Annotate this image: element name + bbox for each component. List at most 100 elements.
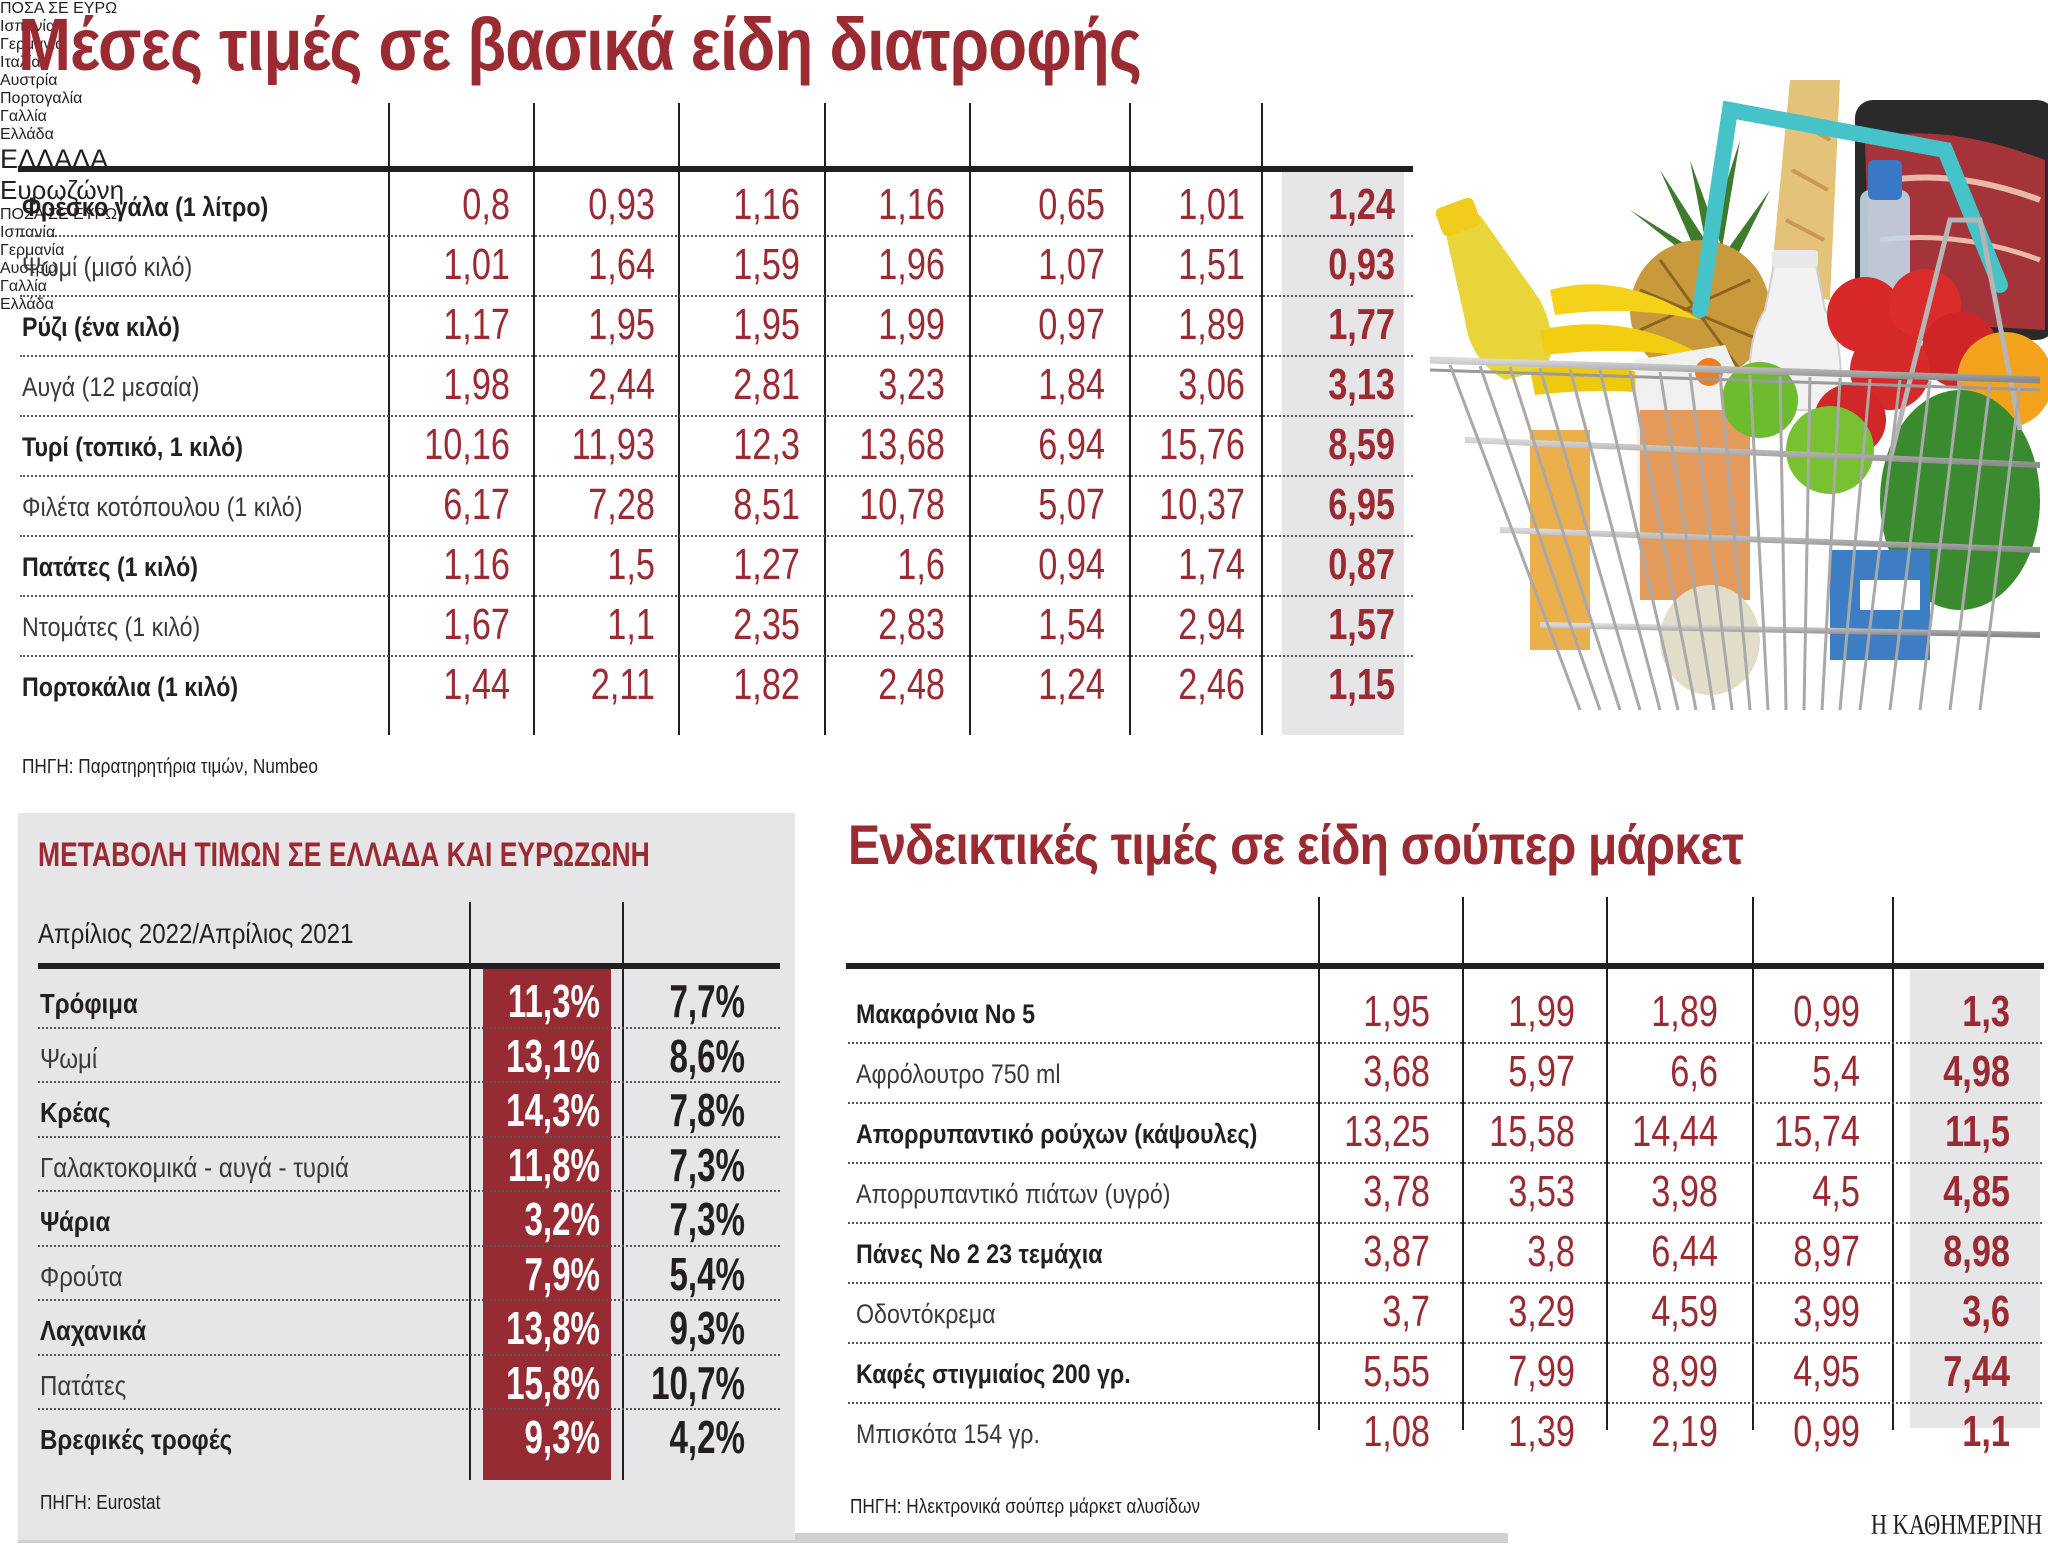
price-cell: 14,44 [1632, 1107, 1718, 1156]
price-cell: 1,16 [733, 180, 800, 229]
row-label: Πατάτες [40, 1369, 127, 1401]
row-label: Βρεφικές τροφές [40, 1424, 233, 1455]
price-cell: 0,8 [462, 180, 510, 229]
price-cell: 1,54 [1038, 600, 1105, 649]
row-separator [20, 355, 1413, 357]
price-cell: 6,17 [443, 480, 510, 529]
price-cell: 1,95 [733, 300, 800, 349]
price-cell: 1,82 [733, 660, 800, 709]
price-cell: 0,93 [588, 180, 655, 229]
row-separator [38, 1135, 780, 1138]
row-label: Απορρυπαντικό ρούχων (κάψουλες) [856, 1119, 1258, 1149]
row-label: Φρούτα [40, 1260, 123, 1292]
price-cell: 2,81 [733, 360, 800, 409]
price-cell: 4,95 [1793, 1347, 1860, 1396]
row-separator [38, 1244, 780, 1247]
price-cell: 1,6 [897, 540, 945, 589]
food-prices-table: ΠΟΣΑ ΣΕ ΕΥΡΩ Ισπανία Γερμανία Ιταλία Αυσ… [0, 0, 2048, 778]
col-header-italy: Ιταλία [0, 54, 41, 71]
col-header-france: Γαλλία [0, 278, 47, 295]
greece-column-highlight [1910, 970, 2040, 1428]
greece-change-cell: 13,1% [506, 1029, 600, 1082]
price-cell: 10,78 [859, 480, 945, 529]
row-label: Τυρί (τοπικό, 1 κιλό) [22, 432, 244, 462]
eurozone-change-cell: 7,3% [669, 1193, 745, 1245]
price-cell: 1,89 [1178, 300, 1245, 349]
eurozone-change-cell: 4,2% [669, 1411, 745, 1463]
col-header-greece: Ελλάδα [0, 126, 54, 143]
price-cell: 1,1 [607, 600, 655, 649]
price-cell: 1,57 [1328, 600, 1395, 649]
price-cell: 15,74 [1774, 1107, 1860, 1156]
price-cell: 4,59 [1651, 1287, 1718, 1336]
supermarket-source: ΠΗΓΗ: Ηλεκτρονικά σούπερ μάρκετ αλυσίδων [850, 1496, 1201, 1518]
price-cell: 3,7 [1382, 1287, 1430, 1336]
price-cell: 1,16 [443, 540, 510, 589]
price-cell: 0,65 [1038, 180, 1105, 229]
supermarket-prices-table: ΠΟΣΑ ΣΕ ΕΥΡΩ Ισπανία Γερμανία Αυστρία Γα… [0, 206, 2048, 1518]
price-cell: 3,06 [1178, 360, 1245, 409]
price-cell: 1,64 [588, 240, 655, 289]
price-cell: 5,4 [1812, 1047, 1860, 1096]
price-cell: 3,8 [1527, 1227, 1575, 1276]
price-cell: 8,98 [1943, 1227, 2010, 1276]
price-cell: 1,07 [1038, 240, 1105, 289]
price-cell: 3,78 [1363, 1167, 1430, 1216]
row-label: Καφές στιγμιαίος 200 γρ. [856, 1359, 1131, 1389]
price-cell: 1,15 [1328, 660, 1395, 709]
price-cell: 3,29 [1508, 1287, 1575, 1336]
price-change-source: ΠΗΓΗ: Eurostat [40, 1492, 161, 1514]
price-cell: 0,99 [1793, 1407, 1860, 1456]
price-cell: 6,6 [1670, 1047, 1718, 1096]
row-separator [38, 1081, 780, 1083]
price-cell: 1,96 [878, 240, 945, 289]
row-separator [20, 295, 1413, 297]
row-label: Κρέας [40, 1097, 111, 1128]
column-divider [1129, 103, 1131, 735]
price-cell: 15,76 [1159, 420, 1245, 469]
header-rule [846, 963, 2044, 969]
row-separator [38, 1026, 780, 1029]
eurozone-change-cell: 9,3% [669, 1302, 745, 1354]
price-cell: 2,48 [878, 660, 945, 709]
row-separator [38, 1353, 780, 1356]
price-change-table: Απρίλιος 2022/Απρίλιος 2021 ΕΛΛΑΔΑ Ευρωζ… [0, 144, 2048, 1514]
price-cell: 1,1 [1962, 1407, 2010, 1456]
col-header-germany: Γερμανία [0, 36, 65, 53]
price-cell: 3,6 [1962, 1287, 2010, 1336]
column-divider [533, 103, 535, 735]
greece-change-cell: 9,3% [524, 1411, 600, 1463]
eurozone-change-cell: 7,3% [669, 1138, 745, 1191]
greece-change-cell: 3,2% [524, 1193, 600, 1245]
price-cell: 3,53 [1508, 1167, 1575, 1216]
price-cell: 1,95 [588, 300, 655, 349]
price-cell: 2,44 [588, 360, 655, 409]
price-cell: 6,44 [1651, 1227, 1718, 1276]
price-cell: 10,16 [424, 420, 510, 469]
row-label: Φιλέτα κοτόπουλου (1 κιλό) [22, 492, 303, 522]
eurozone-change-cell: 8,6% [669, 1029, 745, 1082]
row-label: Ψωμί (μισό κιλό) [22, 252, 193, 282]
row-label: Φρέσκο γάλα (1 λίτρο) [22, 192, 269, 222]
price-cell: 12,3 [733, 420, 800, 469]
price-cell: 1,99 [1508, 987, 1575, 1036]
column-divider [1261, 103, 1263, 735]
price-cell: 1,59 [733, 240, 800, 289]
greece-change-cell: 13,8% [506, 1302, 600, 1354]
price-cell: 2,94 [1178, 600, 1245, 649]
price-cell: 2,83 [878, 600, 945, 649]
row-separator [848, 1162, 2042, 1164]
eurozone-change-cell: 5,4% [669, 1247, 745, 1300]
price-cell: 1,16 [878, 180, 945, 229]
row-separator [20, 235, 1413, 237]
price-cell: 5,07 [1038, 480, 1105, 529]
publisher-logo: Η ΚΑΘΗΜΕΡΙΝΗ [1870, 1510, 2042, 1541]
price-cell: 0,94 [1038, 540, 1105, 589]
column-divider [388, 103, 390, 735]
eurozone-change-cell: 7,8% [669, 1084, 745, 1136]
price-cell: 1,3 [1962, 987, 2010, 1036]
row-separator [38, 1299, 780, 1301]
price-cell: 1,89 [1651, 987, 1718, 1036]
price-cell: 8,99 [1651, 1347, 1718, 1396]
row-label: Ψωμί [40, 1042, 98, 1074]
